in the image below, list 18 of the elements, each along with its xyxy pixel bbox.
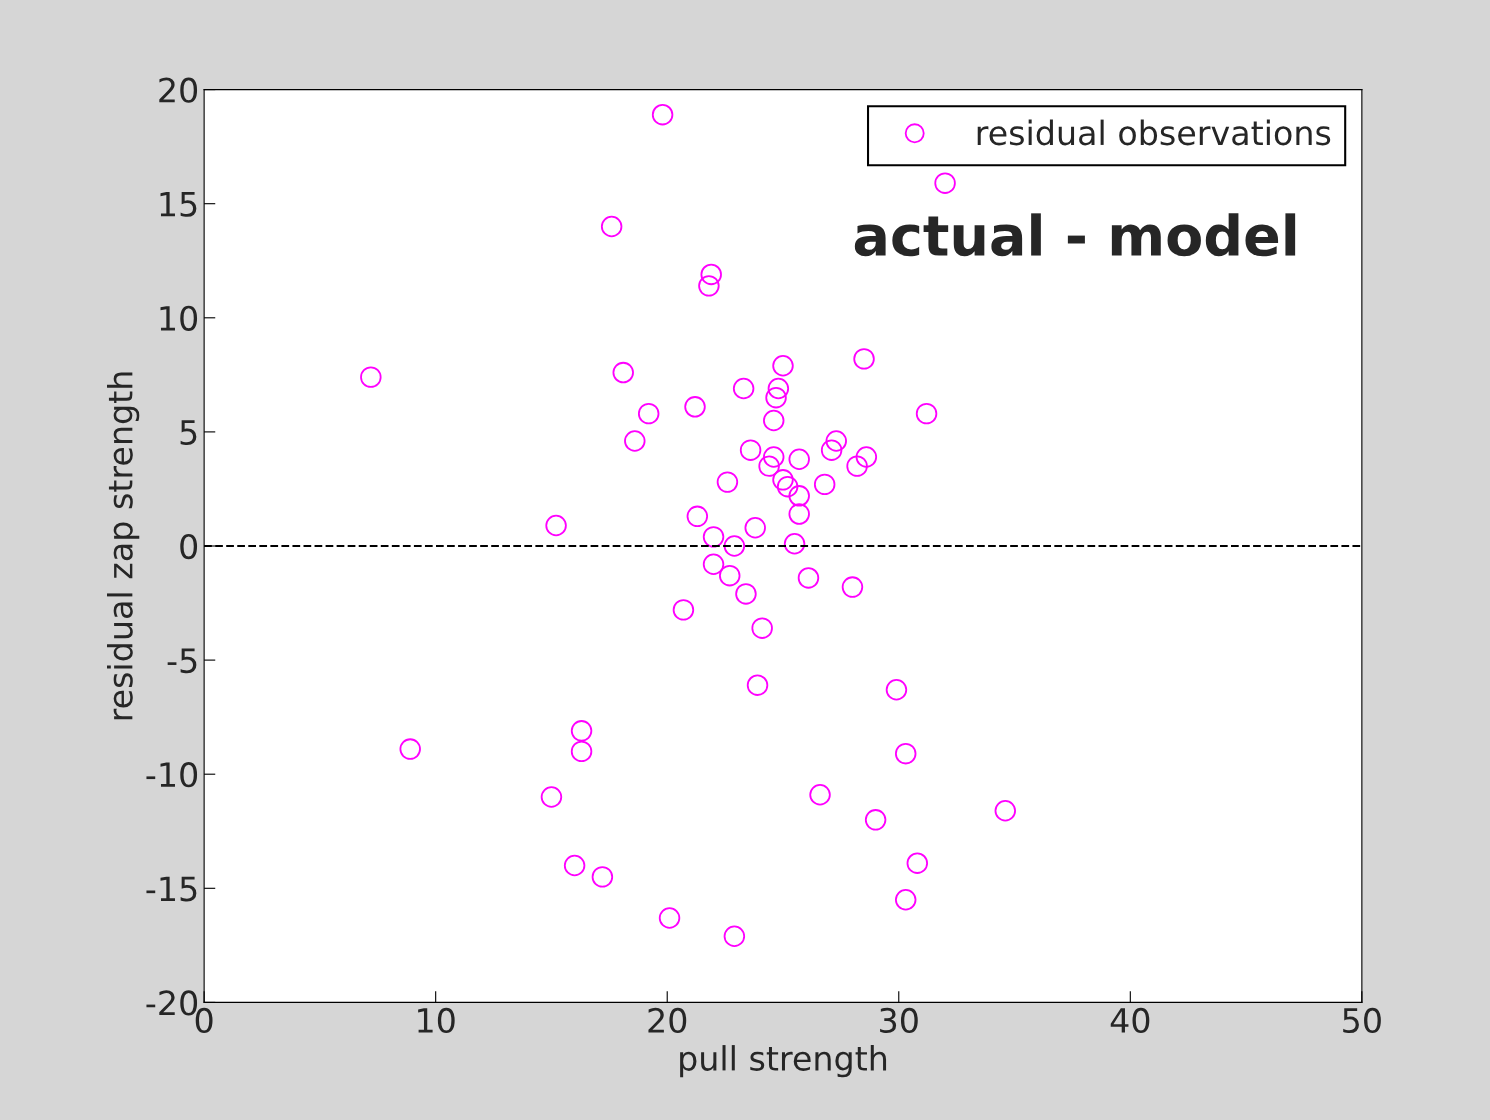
y-tick-label: 0 [180,533,198,560]
x-tick-label: 20 [648,1007,687,1034]
x-tick-label: 10 [418,1007,455,1034]
y-tick-label: 15 [160,192,197,217]
x-tick-label: 30 [880,1007,918,1034]
x-tick-label: 40 [1110,1007,1150,1034]
annotation: actual - model [854,213,1296,257]
y-tick-label: -5 [167,648,197,674]
x-axis-title: pull strength [680,1045,887,1078]
y-tick-label: -10 [146,762,198,788]
legend-label: residual observations [977,119,1331,146]
y-tick-label: 5 [180,420,197,446]
y-axis-title: residual zap strength [107,372,140,720]
y-tick-label: 20 [159,77,198,103]
x-tick-label: 50 [1343,1007,1381,1034]
y-tick-label: 10 [160,305,198,331]
y-tick-label: -15 [146,876,197,902]
y-tick-label: -20 [146,990,198,1016]
